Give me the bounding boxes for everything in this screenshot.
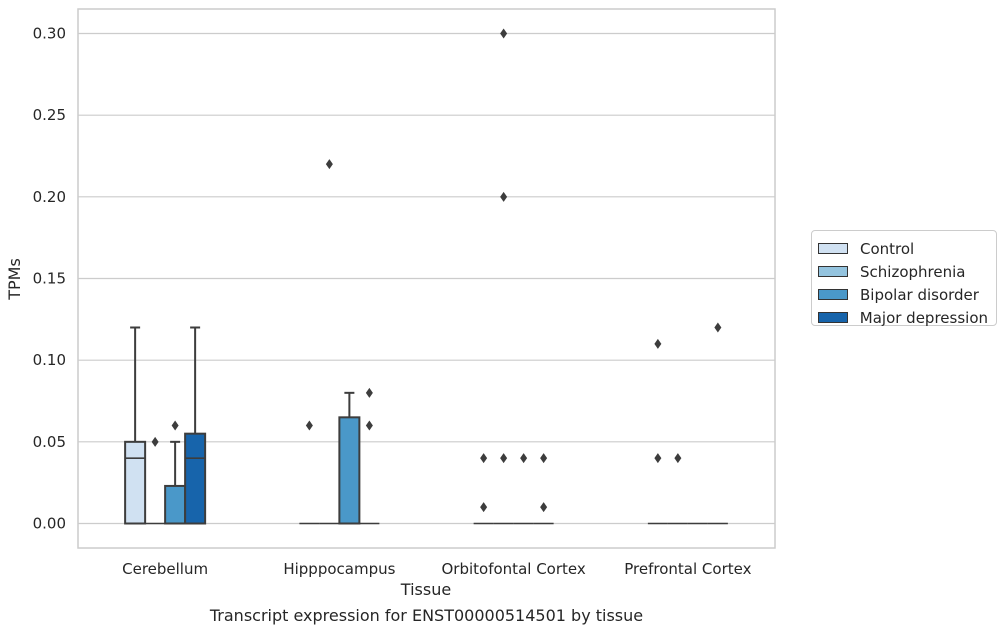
box-1-3 bbox=[359, 387, 380, 525]
y-tick-label: 0.20 bbox=[33, 188, 66, 206]
legend-swatch bbox=[818, 243, 848, 254]
legend-item-control: Control bbox=[818, 237, 988, 260]
outlier-point bbox=[520, 453, 528, 464]
outlier-point bbox=[500, 191, 508, 202]
outlier-point bbox=[654, 453, 662, 464]
box-layer bbox=[124, 28, 728, 525]
box-1-0 bbox=[299, 420, 320, 525]
box-1-1 bbox=[319, 159, 340, 525]
box-2-0 bbox=[473, 453, 494, 525]
box-body bbox=[124, 440, 147, 525]
y-tick-label: 0.10 bbox=[33, 351, 66, 369]
figure-caption: Transcript expression for ENST0000051450… bbox=[209, 606, 644, 625]
legend-label: Major depression bbox=[859, 308, 988, 327]
y-tick-label: 0.15 bbox=[33, 270, 66, 288]
outlier-point bbox=[540, 502, 548, 513]
x-tick-label: Hipppocampus bbox=[283, 560, 395, 578]
tick-labels: 0.00 0.05 0.10 0.15 0.20 0.25 0.30 Cerebellum Hi… bbox=[33, 25, 752, 579]
box-body bbox=[164, 484, 187, 525]
outlier-point bbox=[480, 502, 488, 513]
legend: Control Schizophrenia Bipolar disorder M… bbox=[811, 230, 997, 329]
y-tick-label: 0.30 bbox=[33, 25, 66, 43]
box-body bbox=[338, 416, 361, 525]
legend-swatch bbox=[818, 266, 848, 277]
box-3-0 bbox=[647, 338, 668, 525]
outlier-point bbox=[674, 453, 682, 464]
box-0-1 bbox=[145, 436, 166, 525]
outlier-point bbox=[151, 436, 159, 447]
y-tick-label: 0.05 bbox=[33, 433, 66, 451]
box-3-1 bbox=[667, 453, 688, 525]
outlier-point bbox=[480, 453, 488, 464]
box-0-2 bbox=[164, 420, 187, 525]
x-tick-label: Orbitofontal Cortex bbox=[442, 560, 586, 578]
y-tick-label: 0.25 bbox=[33, 106, 66, 124]
x-tick-label: Cerebellum bbox=[122, 560, 208, 578]
y-axis-label: TPMs bbox=[5, 258, 24, 301]
box-0-0 bbox=[124, 326, 147, 525]
outlier-point bbox=[305, 420, 313, 431]
outlier-point bbox=[500, 28, 508, 39]
outlier-point bbox=[171, 420, 179, 431]
box-2-1 bbox=[493, 28, 514, 525]
legend-item-bipolar-disorder: Bipolar disorder bbox=[818, 283, 988, 306]
plot-frame bbox=[77, 8, 776, 549]
box-2-2 bbox=[513, 453, 534, 525]
legend-swatch bbox=[818, 312, 848, 323]
box-3-3 bbox=[707, 322, 728, 525]
legend-swatch bbox=[818, 289, 848, 300]
box-2-3 bbox=[533, 453, 554, 525]
gridlines bbox=[78, 32, 775, 525]
box-1-2 bbox=[338, 391, 361, 525]
x-axis-label: Tissue bbox=[400, 580, 451, 599]
legend-item-schizophrenia: Schizophrenia bbox=[818, 260, 988, 283]
outlier-point bbox=[654, 338, 662, 349]
outlier-point bbox=[714, 322, 722, 333]
box-body bbox=[184, 432, 207, 525]
y-tick-label: 0.00 bbox=[33, 515, 66, 533]
outlier-point bbox=[540, 453, 548, 464]
outlier-point bbox=[365, 420, 373, 431]
outlier-point bbox=[325, 159, 333, 170]
x-tick-label: Prefrontal Cortex bbox=[624, 560, 751, 578]
legend-label: Bipolar disorder bbox=[860, 285, 979, 304]
legend-item-major-depression: Major depression bbox=[818, 306, 988, 329]
outlier-point bbox=[365, 387, 373, 398]
legend-label: Control bbox=[860, 239, 915, 258]
box-0-3 bbox=[184, 326, 207, 525]
legend-label: Schizophrenia bbox=[860, 262, 966, 281]
outlier-point bbox=[500, 453, 508, 464]
